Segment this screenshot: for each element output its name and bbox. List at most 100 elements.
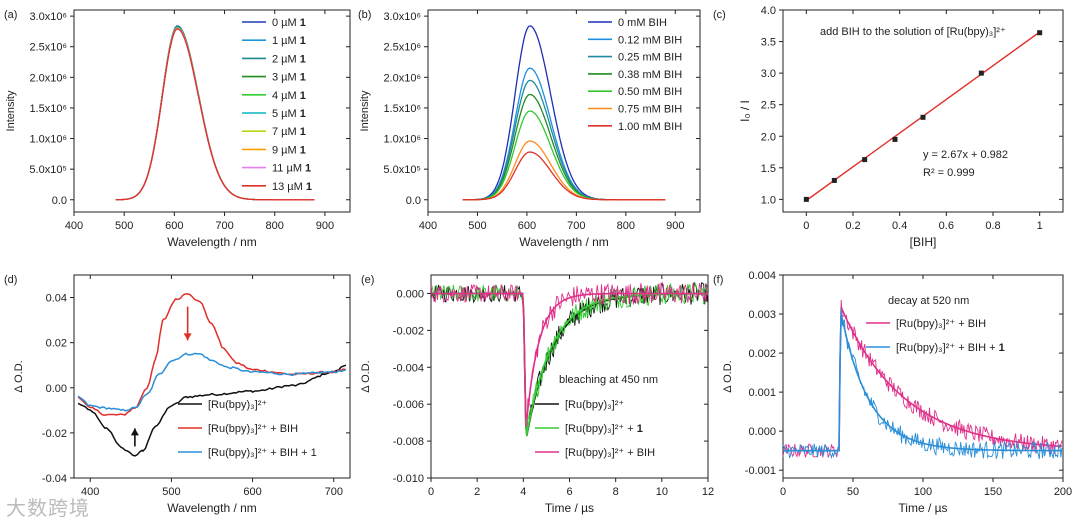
legend-entry-label: 0.38 mM BIH (618, 69, 682, 81)
legend-entry-bold: 1 (297, 90, 306, 102)
panel-label: (b) (358, 9, 371, 21)
legend-entry-label: 7 µM 1 (272, 126, 306, 138)
x-tick-label: 600 (518, 220, 536, 232)
y-tick-label: 0.02 (46, 338, 67, 350)
y-tick-label: -0.002 (393, 325, 424, 337)
x-tick-label: 500 (468, 220, 486, 232)
panel-label: (d) (4, 274, 17, 286)
fit-r2: R² = 0.999 (923, 167, 975, 179)
x-tick-label: 500 (162, 486, 180, 498)
series-line (115, 28, 315, 201)
y-tick-label: 2.0 (761, 131, 776, 143)
y-tick-label: 3.0x10⁶ (383, 11, 421, 23)
annotation: add BIH to the solution of [Ru(bpy)₃]²⁺ (820, 26, 1006, 38)
plot-frame (427, 9, 701, 213)
y-tick-label: 5.0x10⁵ (383, 164, 421, 176)
x-tick-label: 700 (215, 220, 233, 232)
panel-label: (e) (361, 274, 374, 286)
x-tick-label: 0 (780, 486, 786, 498)
y-tick-label: 0.0 (406, 195, 421, 207)
panel-label: (c) (713, 9, 726, 21)
legend-entry-bold: 1 (297, 35, 306, 47)
y-tick-label: 0.004 (748, 270, 776, 282)
data-point (803, 196, 809, 202)
x-tick-label: 2 (474, 486, 480, 498)
panel-c: (c) 0 0.2 0.4 0.6 0.8 1 1.0 1.5 2.0 2.5 3.0 3.5 4.0 [B… (713, 5, 1064, 249)
plot-frame (782, 9, 1064, 213)
x-tick-label: 4 (520, 486, 526, 498)
panel-f: (f) 0 50 100 150 200 -0.001 0.000 0.001 0.002 0.00… (713, 270, 1072, 515)
legend-entry-bold: 1 (297, 72, 306, 84)
x-tick-label: 400 (65, 220, 83, 232)
legend-entry-label: 1.00 mM BIH (618, 121, 682, 133)
x-tick-label: 0 (803, 220, 809, 232)
y-axis-label: Δ O.D. (722, 360, 734, 392)
legend-entry-bold: 1 (302, 163, 311, 175)
legend-entry-label: 5 µM 1 (272, 108, 306, 120)
legend-entry-label: [Ru(bpy)₃]²⁺ + BIH + 1 (896, 342, 1005, 354)
y-tick-label: 2.5 (761, 100, 776, 112)
legend-entry-label: 13 µM 1 (272, 181, 312, 193)
fit-line (431, 292, 708, 436)
panel-d: (d) 400 500 600 700 -0.04 -0.02 0.00 0.02 0.04 Wav… (4, 274, 351, 515)
x-tick-label: 900 (666, 220, 684, 232)
legend-entry-label: 3 µM 1 (272, 72, 306, 84)
legend-entry-label: [Ru(bpy)₃]²⁺ (565, 399, 624, 411)
y-tick-label: 1.0x10⁶ (383, 134, 421, 146)
x-axis-label: Wavelength / nm (167, 235, 257, 249)
x-tick-label: 150 (984, 486, 1002, 498)
x-tick-label: 50 (847, 486, 859, 498)
series-line (77, 352, 347, 412)
legend-entry-bold: 1 (297, 108, 306, 120)
series-line (430, 282, 709, 428)
y-tick-label: 1.0 (761, 194, 776, 206)
x-tick-label: 0.4 (892, 220, 907, 232)
legend-entry-label: [Ru(bpy)₃]²⁺ + BIH (208, 423, 298, 435)
x-tick-label: 800 (266, 220, 284, 232)
series-line (77, 364, 347, 457)
x-tick-label: 700 (325, 486, 343, 498)
legend-entry-label: 0.12 mM BIH (618, 34, 682, 46)
y-tick-label: 3.0 (761, 68, 776, 80)
legend-entry-label: [Ru(bpy)₃]²⁺ + 1 (565, 423, 643, 435)
annotation: bleaching at 450 nm (559, 374, 658, 386)
y-tick-label: 0.001 (748, 387, 776, 399)
legend-entry-bold: 1 (303, 181, 312, 193)
y-tick-label: 1.0x10⁶ (29, 134, 67, 146)
legend-entry-label: 11 µM 1 (272, 163, 311, 175)
panel-label: (f) (713, 274, 723, 286)
y-tick-label: 3.0x10⁶ (29, 11, 67, 23)
y-tick-label: 4.0 (761, 5, 776, 17)
y-tick-label: 0.000 (396, 288, 424, 300)
legend-entry-bold: 1 (996, 342, 1005, 354)
legend-entry-label: [Ru(bpy)₃]²⁺ + BIH (565, 447, 655, 459)
x-tick-label: 700 (567, 220, 585, 232)
x-axis-label: Wavelength / nm (167, 501, 257, 515)
y-axis-label: Δ O.D. (360, 360, 372, 392)
data-point (978, 70, 984, 76)
legend-entry-bold: 1 (297, 126, 306, 138)
y-tick-label: 1.5x10⁶ (29, 103, 67, 115)
y-axis-label: I₀ / I (738, 100, 752, 122)
legend-entry-label: [Ru(bpy)₃]²⁺ + BIH (896, 318, 986, 330)
y-tick-label: 3.5 (761, 37, 776, 49)
series-line (462, 79, 666, 201)
panel-label: (a) (4, 9, 17, 21)
y-tick-label: -0.004 (393, 362, 424, 374)
data-point (862, 157, 868, 163)
x-tick-label: 100 (914, 486, 932, 498)
y-tick-label: 0.0 (52, 195, 67, 207)
y-tick-label: 0.04 (46, 293, 67, 305)
legend-entry-bold: 1 (297, 17, 306, 29)
trend-arrow-head (130, 428, 139, 436)
x-tick-label: 500 (115, 220, 133, 232)
panel-e: (e) 0 2 4 6 8 10 12 -0.010 -0.008 -0.006 -0.004 -0.0… (360, 274, 714, 515)
series-line (462, 151, 666, 201)
x-tick-label: 1 (1037, 220, 1043, 232)
legend-entry-label: [Ru(bpy)₃]²⁺ (208, 399, 267, 411)
x-tick-label: 600 (243, 486, 261, 498)
y-tick-label: 2.0x10⁶ (29, 72, 67, 84)
x-tick-label: 200 (1054, 486, 1072, 498)
legend-entry-label: 9 µM 1 (272, 144, 306, 156)
